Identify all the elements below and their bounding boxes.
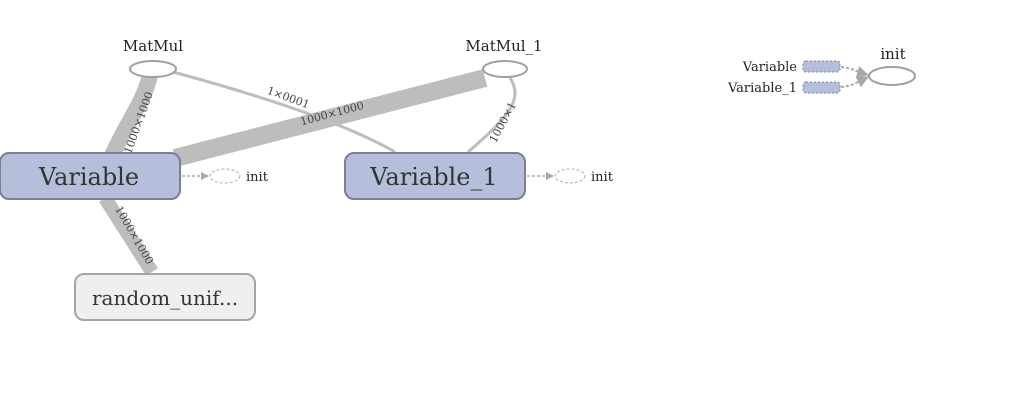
init-group-title: init (880, 45, 905, 63)
matmul-ellipse[interactable] (129, 60, 177, 78)
edge-label-random-to-variable: 1000×1000 (112, 204, 156, 267)
node-matmul[interactable]: MatMul (123, 37, 183, 78)
random-uniform-label: random_unif... (92, 286, 238, 310)
edge-variable-1-to-matmul[interactable] (172, 70, 396, 154)
variable-init-ellipse[interactable] (209, 168, 241, 184)
init-input-variable-1-label: Variable_1 (727, 81, 797, 96)
variable-1-init-ellipse[interactable] (554, 168, 586, 184)
init-input-variable-edge (840, 66, 869, 78)
init-input-variable-1-box[interactable] (802, 81, 841, 94)
init-input-variable-box[interactable] (802, 60, 841, 73)
node-variable-1[interactable]: Variable_1 (344, 152, 526, 200)
edge-variable-to-matmul-1[interactable] (172, 69, 488, 167)
variable-1-init-label: init (591, 170, 614, 185)
node-random-uniform[interactable]: random_unif... (74, 273, 256, 321)
init-input-variable-1-edge (840, 76, 869, 88)
matmul-1-label: MatMul_1 (465, 37, 542, 55)
node-matmul-1[interactable]: MatMul_1 (465, 37, 543, 78)
variable-init-label: init (246, 170, 269, 185)
edge-variable-to-matmul[interactable] (102, 73, 158, 164)
init-input-variable-label: Variable (742, 60, 798, 75)
variable-1-init-annotation[interactable]: init (527, 168, 614, 185)
variable-box[interactable] (0, 152, 181, 200)
variable-1-label: Variable_1 (369, 163, 497, 191)
variable-label: Variable (38, 163, 139, 191)
matmul-label: MatMul (123, 37, 183, 55)
variable-1-box[interactable] (344, 152, 526, 200)
edge-variable-1-to-matmul-1[interactable] (467, 77, 517, 154)
matmul-1-ellipse[interactable] (482, 60, 528, 78)
edge-label-variable-1-to-matmul-1: 1000×1 (487, 100, 519, 145)
init-group-ellipse[interactable] (868, 66, 916, 86)
init-group[interactable]: init Variable Variable_1 (727, 45, 916, 96)
node-variable[interactable]: Variable (0, 152, 181, 200)
random-uniform-box[interactable] (74, 273, 256, 321)
variable-init-annotation[interactable]: init (182, 168, 269, 185)
edge-random-to-variable[interactable] (99, 194, 158, 276)
